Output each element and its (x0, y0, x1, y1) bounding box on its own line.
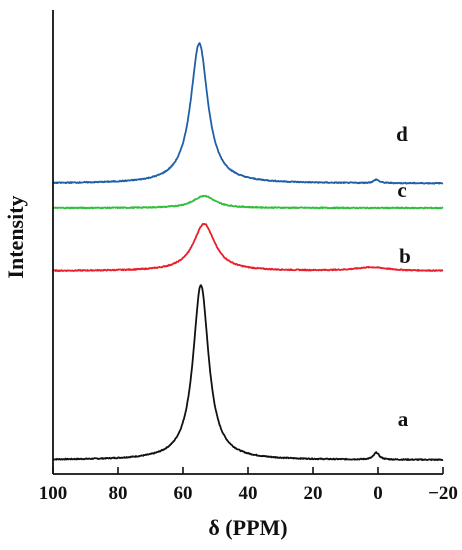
x-tick-label: 0 (373, 483, 383, 504)
series-line-a (52, 284, 444, 462)
series-line-b (52, 222, 444, 273)
y-axis-title: Intensity (3, 195, 28, 278)
label-layer: a b c d (396, 122, 411, 431)
x-tick-label: 100 (39, 483, 68, 504)
series-label-a: a (398, 407, 409, 431)
x-tick-label: 60 (174, 483, 193, 504)
series-label-b: b (399, 244, 411, 268)
x-tick-label: −20 (428, 483, 458, 504)
series-line-c (52, 194, 444, 210)
x-axis-title: δ (PPM) (208, 515, 287, 540)
x-tick-label: 80 (109, 483, 128, 504)
axes-layer: 100 80 60 40 20 0 −20 δ (PPM) Intensity (3, 10, 458, 540)
x-tick-label: 20 (304, 483, 323, 504)
series-label-d: d (396, 122, 408, 146)
series-line-d (52, 42, 444, 185)
x-tick-label: 40 (239, 483, 258, 504)
series-layer (52, 42, 444, 462)
series-label-c: c (397, 178, 406, 202)
